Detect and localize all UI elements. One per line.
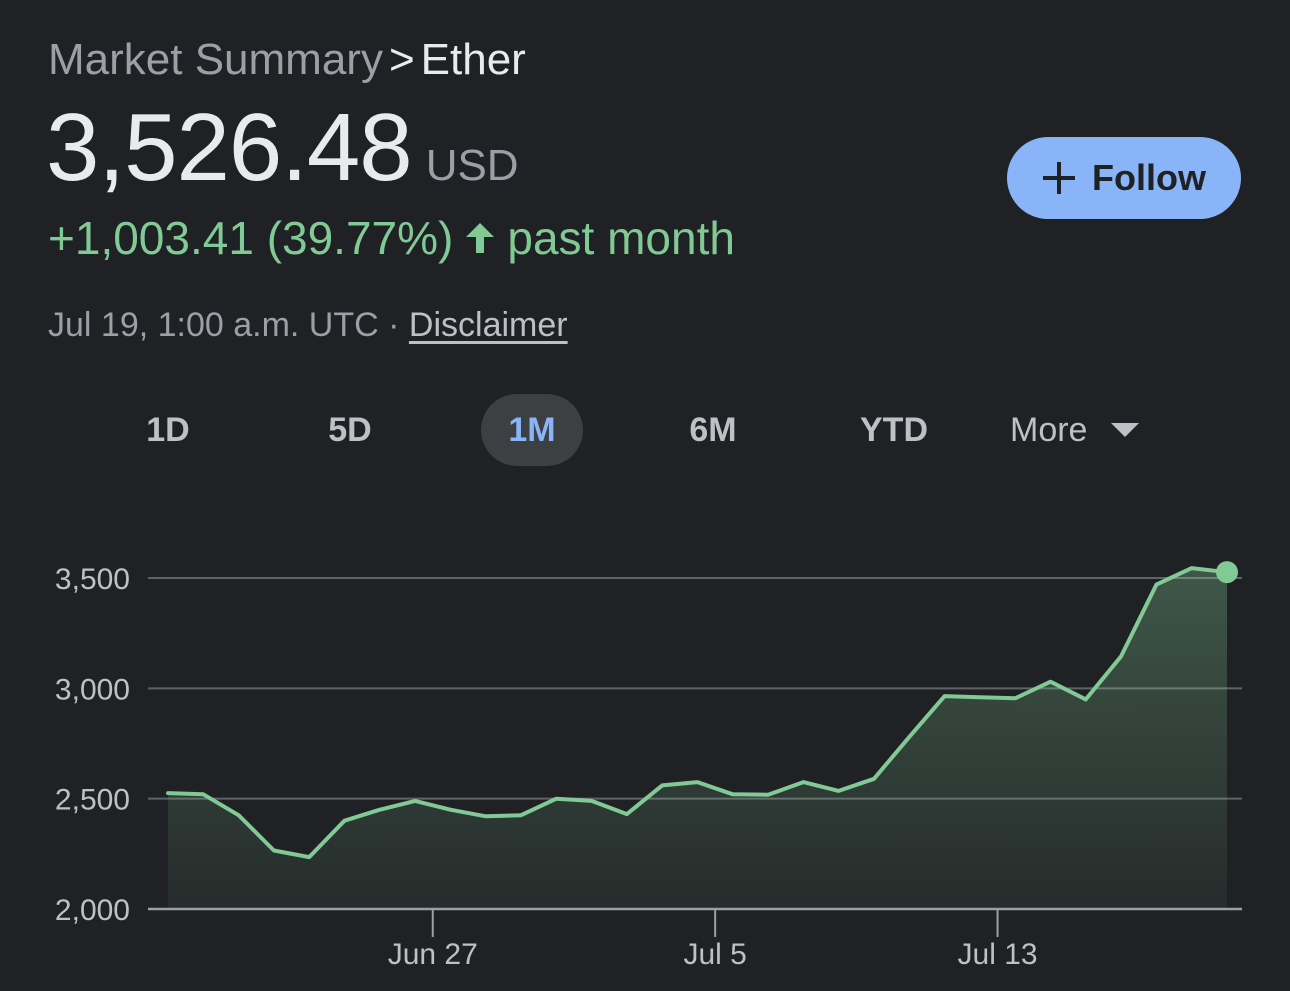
current-price-point (1216, 561, 1238, 584)
x-tick-label: Jul 5 (683, 938, 746, 971)
breadcrumb: Market Summary > Ether (48, 34, 526, 86)
tab-1m[interactable]: 1M (481, 394, 583, 466)
more-menu-label: More (1010, 411, 1088, 449)
tab-ytd[interactable]: YTD (860, 411, 928, 449)
currency-label: USD (425, 141, 519, 190)
tab-5d[interactable]: 5D (328, 411, 372, 449)
current-price: 3,526.48 (46, 94, 413, 201)
y-tick-label: 3,500 (55, 563, 130, 596)
disclaimer-link[interactable]: Disclaimer (408, 306, 568, 344)
price-area (168, 568, 1227, 909)
y-tick-label: 3,000 (55, 673, 130, 706)
price-line (166, 566, 1229, 860)
arrow-up-icon (466, 223, 495, 253)
breadcrumb-market-summary[interactable]: Market Summary (48, 35, 383, 84)
follow-button[interactable]: Follow (1007, 137, 1241, 219)
more-menu[interactable]: More (1010, 394, 1141, 466)
price-row: 3,526.48 USD (46, 96, 519, 200)
change-period: past month (507, 212, 735, 264)
tab-1d[interactable]: 1D (146, 411, 190, 449)
timestamp: Jul 19, 1:00 a.m. UTC · (48, 306, 400, 344)
y-tick-label: 2,500 (55, 784, 130, 817)
breadcrumb-current: Ether (420, 35, 526, 84)
price-change: +1,003.41 (39.77%) past month (48, 210, 735, 266)
y-tick-label: 2,000 (55, 894, 130, 927)
caret-down-icon (1111, 423, 1140, 437)
timestamp-line: Jul 19, 1:00 a.m. UTC · Disclaimer (48, 305, 568, 345)
x-tick-label: Jul 13 (958, 938, 1038, 971)
change-value: +1,003.41 (39.77%) (48, 212, 454, 264)
x-tick-label: Jun 27 (388, 938, 478, 971)
tab-6m[interactable]: 6M (689, 411, 737, 449)
breadcrumb-separator: > (388, 35, 415, 84)
plus-icon (1043, 162, 1075, 194)
follow-button-label: Follow (1092, 157, 1206, 198)
range-selector: 1D 5D 1M 6M YTD More (0, 394, 1290, 466)
